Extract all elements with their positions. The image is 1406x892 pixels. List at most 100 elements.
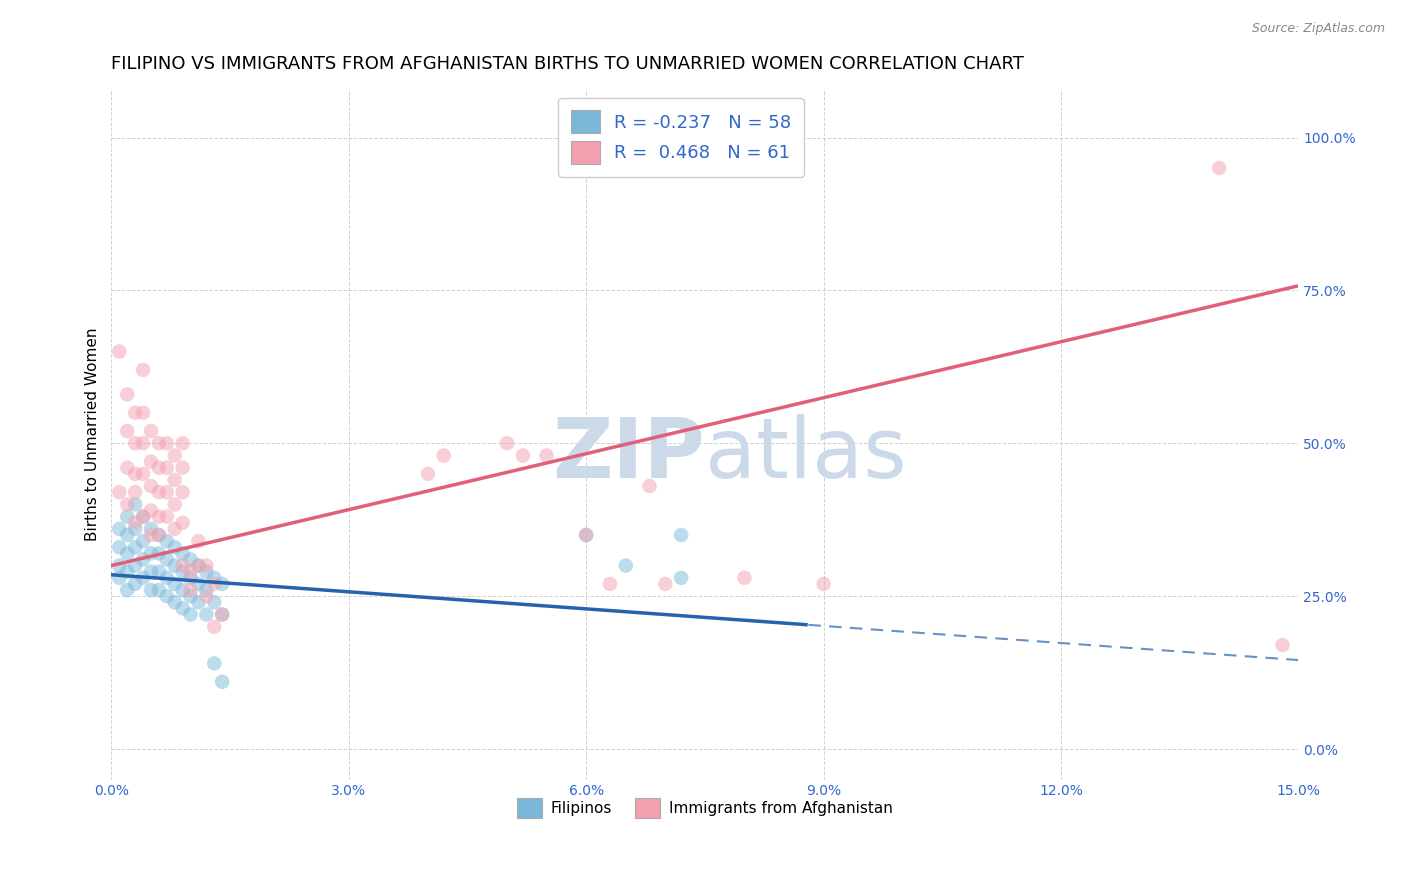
Point — [124, 577, 146, 591]
Point — [108, 558, 131, 573]
Point — [148, 546, 170, 560]
Point — [163, 449, 186, 463]
Point — [115, 582, 138, 597]
Point — [187, 595, 209, 609]
Point — [124, 540, 146, 554]
Point — [139, 424, 162, 438]
Point — [148, 436, 170, 450]
Y-axis label: Births to Unmarried Women: Births to Unmarried Women — [86, 327, 100, 541]
Point — [156, 552, 179, 566]
Point — [202, 657, 225, 671]
Point — [108, 485, 131, 500]
Point — [108, 571, 131, 585]
Point — [575, 528, 598, 542]
Point — [139, 546, 162, 560]
Point — [163, 595, 186, 609]
Point — [148, 528, 170, 542]
Point — [172, 582, 194, 597]
Point — [115, 565, 138, 579]
Point — [132, 571, 155, 585]
Point — [163, 522, 186, 536]
Point — [195, 582, 218, 597]
Point — [211, 607, 233, 622]
Point — [172, 436, 194, 450]
Point — [1271, 638, 1294, 652]
Point — [132, 436, 155, 450]
Point — [180, 589, 202, 603]
Point — [638, 479, 661, 493]
Point — [139, 455, 162, 469]
Point — [139, 582, 162, 597]
Point — [211, 607, 233, 622]
Point — [180, 552, 202, 566]
Point — [115, 528, 138, 542]
Point — [156, 509, 179, 524]
Point — [180, 565, 202, 579]
Point — [148, 565, 170, 579]
Point — [148, 460, 170, 475]
Point — [599, 577, 621, 591]
Point — [202, 577, 225, 591]
Point — [132, 509, 155, 524]
Point — [115, 497, 138, 511]
Point — [180, 582, 202, 597]
Point — [813, 577, 835, 591]
Point — [124, 485, 146, 500]
Text: ZIP: ZIP — [553, 414, 704, 495]
Point — [148, 509, 170, 524]
Point — [156, 534, 179, 549]
Text: atlas: atlas — [704, 414, 907, 495]
Point — [512, 449, 534, 463]
Point — [163, 473, 186, 487]
Point — [139, 565, 162, 579]
Point — [180, 571, 202, 585]
Point — [124, 467, 146, 481]
Point — [115, 460, 138, 475]
Point — [187, 558, 209, 573]
Point — [1208, 161, 1230, 175]
Text: FILIPINO VS IMMIGRANTS FROM AFGHANISTAN BIRTHS TO UNMARRIED WOMEN CORRELATION CH: FILIPINO VS IMMIGRANTS FROM AFGHANISTAN … — [111, 55, 1025, 73]
Point — [139, 503, 162, 517]
Point — [195, 607, 218, 622]
Point — [163, 577, 186, 591]
Point — [172, 546, 194, 560]
Point — [187, 558, 209, 573]
Point — [180, 607, 202, 622]
Point — [115, 546, 138, 560]
Point — [433, 449, 456, 463]
Point — [195, 589, 218, 603]
Point — [202, 620, 225, 634]
Legend: Filipinos, Immigrants from Afghanistan: Filipinos, Immigrants from Afghanistan — [512, 792, 898, 824]
Point — [172, 601, 194, 615]
Point — [124, 497, 146, 511]
Point — [139, 522, 162, 536]
Point — [163, 497, 186, 511]
Point — [733, 571, 755, 585]
Point — [115, 387, 138, 401]
Point — [195, 558, 218, 573]
Point — [124, 406, 146, 420]
Point — [156, 436, 179, 450]
Point — [124, 516, 146, 530]
Point — [156, 589, 179, 603]
Point — [211, 577, 233, 591]
Point — [132, 534, 155, 549]
Point — [139, 479, 162, 493]
Point — [654, 577, 676, 591]
Point — [148, 582, 170, 597]
Point — [132, 406, 155, 420]
Point — [156, 485, 179, 500]
Point — [172, 485, 194, 500]
Point — [163, 558, 186, 573]
Point — [124, 558, 146, 573]
Point — [575, 528, 598, 542]
Point — [172, 565, 194, 579]
Point — [108, 522, 131, 536]
Point — [132, 509, 155, 524]
Point — [108, 344, 131, 359]
Text: Source: ZipAtlas.com: Source: ZipAtlas.com — [1251, 22, 1385, 36]
Point — [139, 528, 162, 542]
Point — [202, 571, 225, 585]
Point — [211, 674, 233, 689]
Point — [669, 571, 692, 585]
